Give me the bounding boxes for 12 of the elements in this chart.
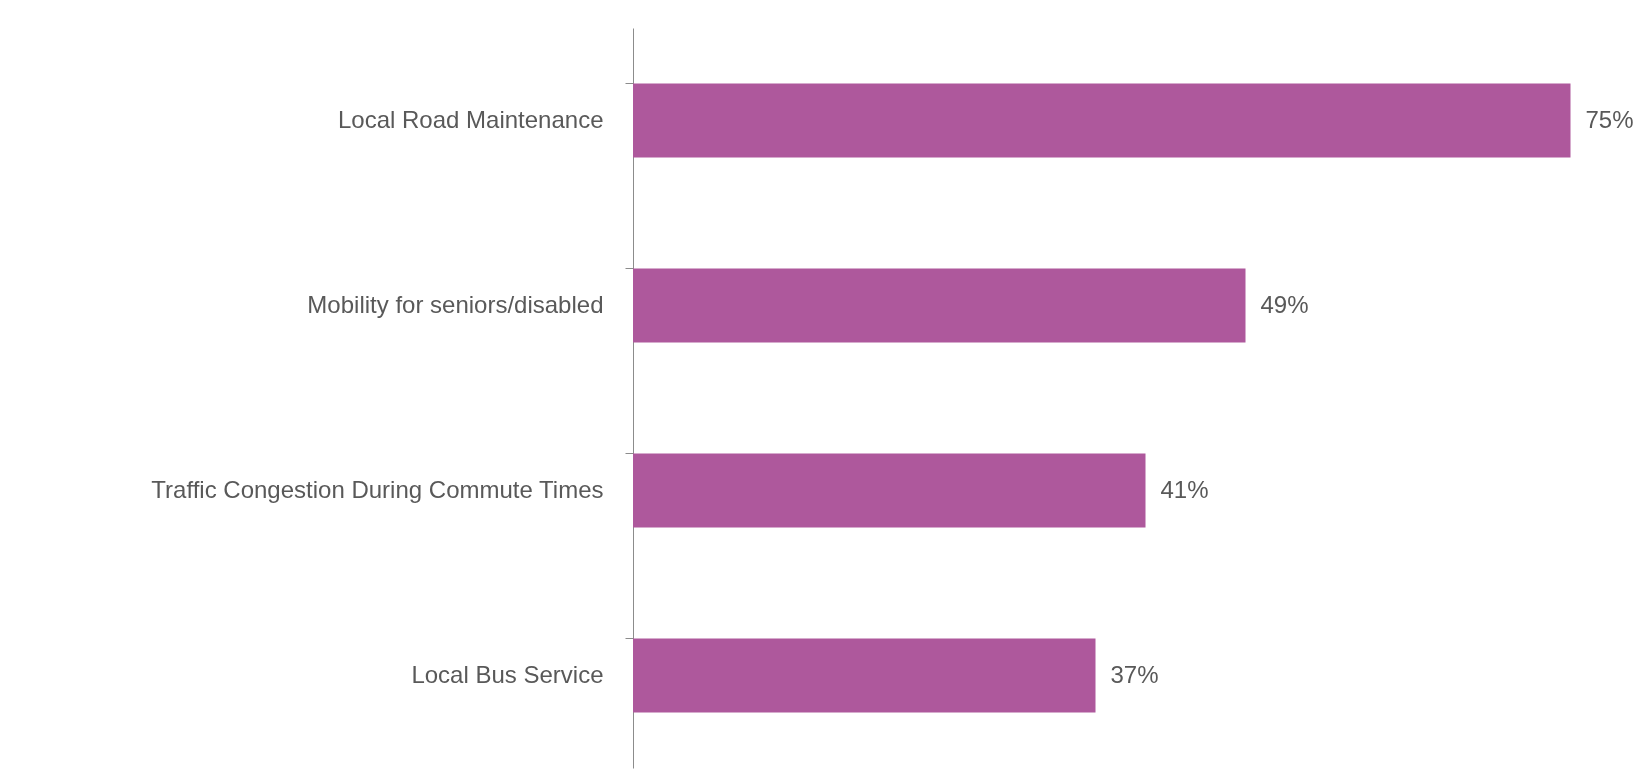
data-label: 75% (1585, 105, 1634, 133)
y-tick-label: Local Bus Service (411, 660, 604, 688)
y-tick-label: Traffic Congestion During Commute Times (151, 475, 604, 503)
bar (633, 453, 1146, 528)
data-label: 41% (1160, 475, 1209, 503)
y-tick-label: Mobility for seniors/disabled (307, 290, 604, 318)
data-label: 37% (1110, 660, 1159, 688)
bar (633, 83, 1571, 158)
data-label: 49% (1260, 290, 1309, 318)
bar (633, 638, 1096, 713)
bar (633, 268, 1246, 343)
y-tick-label: Local Road Maintenance (337, 105, 604, 133)
